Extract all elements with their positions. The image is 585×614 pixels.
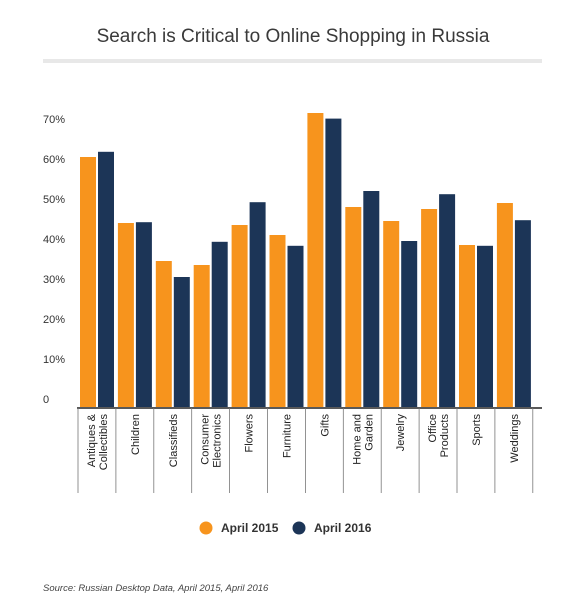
y-axis-ticks: 0 10% 20% 30% 40% 50% 60% 70% (43, 114, 65, 406)
x-axis: Antiques & Collectibles Children Classified… (77, 407, 542, 493)
bar-april-2016 (401, 241, 418, 407)
category-label: Electronics (212, 414, 224, 468)
bars (80, 113, 531, 407)
bar-april-2015 (193, 265, 210, 407)
legend: April 2015 April 2016 (199, 521, 372, 535)
chart-title: Search is Critical to Online Shopping in… (97, 26, 490, 47)
bar-april-2016 (363, 191, 380, 407)
category-label: Furniture (281, 414, 293, 458)
y-tick-label: 50% (43, 194, 65, 206)
y-tick-label: 30% (43, 274, 65, 286)
category-label: Collectibles (98, 414, 110, 471)
legend-marker (292, 521, 306, 535)
bar-april-2015 (231, 225, 248, 407)
y-tick-label: 60% (43, 154, 65, 166)
y-tick-label: 70% (43, 114, 65, 126)
bar-april-2015 (80, 157, 96, 407)
bar-april-2015 (155, 261, 172, 407)
category-label: Sports (471, 414, 483, 446)
category-label: Garden (363, 414, 375, 451)
category-label: Antiques & (86, 413, 98, 467)
title-divider (43, 59, 542, 63)
category-label: Products (439, 414, 451, 458)
bar-april-2016 (249, 202, 266, 407)
category-label: Flowers (244, 414, 256, 453)
bar-april-2016 (173, 277, 190, 407)
bar-april-2016 (287, 245, 304, 407)
legend-marker (199, 521, 213, 535)
bar-april-2015 (307, 113, 324, 407)
bar-april-2016 (135, 222, 152, 407)
bar-april-2016 (325, 118, 342, 407)
legend-label: April 2016 (314, 521, 372, 535)
y-tick-label: 0 (43, 394, 49, 406)
bar-april-2016 (98, 151, 114, 407)
bar-april-2015 (269, 235, 286, 407)
category-label: Consumer (200, 414, 212, 465)
bar-april-2015 (117, 223, 134, 407)
category-label: Office (427, 414, 439, 443)
legend-label: April 2015 (221, 521, 279, 535)
bar-april-2016 (514, 220, 531, 407)
category-label: Gifts (319, 414, 331, 437)
bar-april-2015 (421, 209, 438, 407)
bar-april-2015 (383, 221, 400, 407)
y-tick-label: 10% (43, 354, 65, 366)
y-tick-label: 20% (43, 314, 65, 326)
bar-april-2015 (459, 245, 475, 407)
y-tick-label: 40% (43, 234, 65, 246)
bar-april-2015 (345, 207, 362, 407)
bar-april-2016 (477, 245, 493, 407)
category-label: Jewelry (395, 414, 407, 452)
bar-april-2016 (211, 241, 228, 407)
category-label: Home and (351, 414, 363, 465)
category-label: Weddings (509, 414, 521, 463)
bar-april-2016 (439, 194, 456, 407)
bar-april-2015 (496, 203, 513, 407)
category-label: Classifieds (168, 414, 180, 468)
source-note: Source: Russian Desktop Data, April 2015… (43, 583, 269, 594)
category-label: Children (130, 414, 142, 455)
